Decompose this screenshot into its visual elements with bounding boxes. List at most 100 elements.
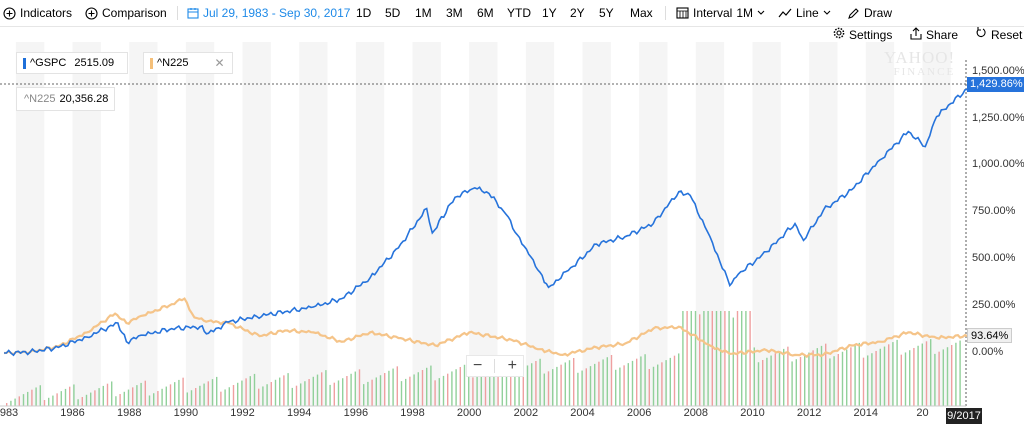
comparison-button[interactable]: Comparison — [85, 5, 167, 21]
settings-button[interactable]: Settings — [833, 27, 892, 42]
volume-bar — [774, 353, 776, 406]
volume-bar — [35, 387, 37, 406]
range-button-1m[interactable]: 1M — [415, 6, 432, 20]
zoom-in-button[interactable]: + — [507, 357, 517, 374]
volume-bar — [18, 396, 20, 406]
legend-symbol: ^GSPC — [30, 57, 67, 69]
x-tick-label: 2002 — [513, 407, 539, 419]
volume-bar — [896, 339, 898, 406]
calendar-icon — [187, 7, 199, 19]
volume-bar — [358, 369, 361, 406]
volume-bar — [333, 382, 335, 406]
volume-bar — [228, 387, 230, 406]
indicators-button[interactable]: Indicators — [3, 5, 72, 21]
volume-bar — [753, 347, 755, 406]
share-button[interactable]: Share — [910, 26, 959, 42]
reset-button[interactable]: Reset — [975, 27, 1022, 42]
calendar-icon — [676, 7, 689, 19]
range-button-max[interactable]: Max — [630, 6, 653, 20]
volume-bar — [795, 359, 797, 406]
share-label: Share — [926, 27, 959, 42]
volume-bar — [606, 357, 608, 406]
divider — [665, 6, 666, 20]
range-button-6m[interactable]: 6M — [477, 6, 494, 20]
volume-bar — [959, 340, 961, 406]
x-tick-label: 1994 — [286, 407, 312, 419]
x-tick-label: 1992 — [230, 407, 255, 419]
range-button-ytd[interactable]: YTD — [507, 6, 531, 20]
volume-bar — [295, 385, 298, 406]
volume-bar — [484, 370, 487, 406]
toolbar-divider — [0, 26, 1024, 27]
volume-bar — [283, 375, 285, 406]
volume-bar — [300, 383, 302, 406]
volume-bar — [161, 388, 163, 406]
volume-bar — [447, 373, 449, 406]
volume-bar — [669, 357, 671, 406]
plus-circle-icon — [85, 6, 98, 20]
volume-bar — [27, 391, 29, 406]
crosshair-tooltip: ^N225 20,356.28 — [16, 87, 115, 111]
volume-bar — [102, 385, 104, 406]
range-button-1y[interactable]: 1Y — [542, 6, 557, 20]
volume-bar — [862, 357, 865, 406]
range-button-2y[interactable]: 2Y — [570, 6, 585, 20]
tooltip-value: 20,356.28 — [59, 93, 109, 105]
volume-bar — [157, 391, 159, 406]
volume-bar — [262, 386, 264, 406]
volume-bar — [304, 381, 306, 406]
range-button-5d[interactable]: 5D — [385, 6, 401, 20]
range-button-5y[interactable]: 5Y — [599, 6, 614, 20]
line-chart-icon — [778, 7, 792, 19]
volume-bar — [144, 380, 146, 406]
legend-chip-n225[interactable]: ^N225 ✕ — [143, 52, 233, 74]
legend-chip-gspc[interactable]: ^GSPC 2515.09 — [16, 52, 128, 74]
volume-bar — [312, 376, 314, 406]
volume-bar — [846, 349, 848, 406]
x-tick-label: 2006 — [626, 407, 652, 419]
volume-bar — [174, 382, 176, 406]
volume-bar — [10, 400, 12, 406]
volume-bar — [69, 386, 71, 406]
volume-bar — [426, 367, 428, 406]
zoom-out-button[interactable]: − — [473, 357, 483, 374]
volume-bar — [673, 355, 676, 406]
close-icon[interactable]: ✕ — [214, 56, 225, 70]
volume-bar — [547, 371, 550, 406]
interval-dropdown[interactable]: Interval 1M — [676, 5, 765, 21]
volume-bar — [342, 378, 344, 406]
chart-style-dropdown[interactable]: Line — [778, 5, 831, 21]
range-button-1d[interactable]: 1D — [356, 6, 372, 20]
volume-bar — [434, 380, 436, 406]
x-tick-label: 2004 — [570, 407, 595, 419]
volume-bar — [367, 381, 369, 406]
volume-bar — [186, 392, 188, 406]
volume-bar — [766, 357, 768, 406]
volume-bar — [736, 311, 739, 406]
date-range-button[interactable]: Jul 29, 1983 - Sep 30, 2017 — [187, 5, 350, 21]
range-button-3m[interactable]: 3M — [446, 6, 463, 20]
y-tick-label: 250.00% — [972, 299, 1016, 312]
volume-bar — [405, 378, 407, 406]
year-band — [469, 42, 498, 406]
volume-bar — [749, 311, 751, 406]
x-tick-label: 1990 — [173, 407, 199, 419]
volume-bar — [237, 382, 239, 406]
volume-bar — [925, 341, 928, 406]
volume-bar — [892, 342, 894, 406]
volume-bar — [917, 345, 919, 406]
volume-bar — [245, 378, 247, 406]
zoom-controls: − + — [466, 355, 524, 377]
volume-bar — [535, 361, 537, 406]
volume-bar — [127, 389, 130, 406]
draw-button[interactable]: Draw — [847, 5, 892, 21]
volume-bar — [791, 361, 793, 406]
volume-bar — [867, 355, 869, 406]
volume-bar — [909, 350, 911, 406]
volume-bar — [413, 374, 415, 406]
volume-bar — [379, 375, 382, 406]
volume-bar — [207, 381, 209, 406]
x-tick-label: 1988 — [116, 407, 142, 419]
volume-bar — [699, 314, 701, 406]
